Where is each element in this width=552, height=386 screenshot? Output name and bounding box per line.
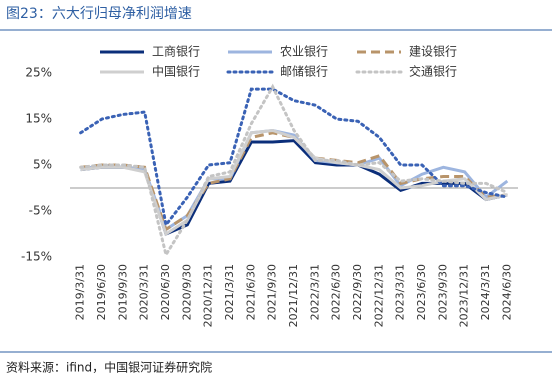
series-line (80, 139, 508, 237)
x-tick-label: 2020/3/31 (138, 264, 151, 320)
x-tick-label: 2022/9/30 (351, 264, 364, 320)
series-line (79, 83, 509, 259)
legend-label: 中国银行 (152, 64, 200, 79)
x-tick-label: 2020/12/31 (202, 264, 215, 327)
x-tick-label: 2021/6/30 (244, 264, 257, 320)
x-tick-label: 2023/9/30 (436, 264, 449, 320)
x-tick-label: 2022/3/31 (308, 264, 321, 320)
x-tick-label: 2020/9/30 (180, 264, 193, 320)
series-line (79, 87, 509, 229)
chart-title: 图23：六大行归母净利润增速 (6, 5, 192, 22)
x-tick-label: 2021/12/31 (287, 264, 300, 327)
x-tick-label: 2023/12/31 (458, 264, 471, 327)
x-tick-label: 2021/3/31 (223, 264, 236, 320)
source-note: 资料来源：ifind，中国银河证券研究院 (6, 360, 212, 375)
x-tick-label: 2022/6/30 (330, 264, 343, 320)
y-tick-label: 25% (25, 66, 52, 80)
x-tick-label: 2023/6/30 (415, 264, 428, 320)
legend-label: 邮储银行 (280, 64, 328, 79)
x-tick-label: 2019/3/31 (74, 264, 87, 320)
legend-label: 工商银行 (152, 44, 200, 59)
x-tick-label: 2019/6/30 (95, 264, 108, 320)
y-tick-label: -15% (21, 250, 52, 264)
x-tick-label: 2024/3/31 (479, 264, 492, 320)
legend-label: 交通银行 (409, 64, 457, 79)
y-tick-label: -5% (29, 204, 52, 218)
x-tick-label: 2022/12/31 (372, 264, 385, 327)
x-tick-label: 2019/9/30 (116, 264, 129, 320)
y-tick-label: 5% (33, 158, 52, 172)
legend-label: 农业银行 (280, 45, 328, 59)
x-tick-label: 2023/3/31 (394, 264, 407, 320)
x-tick-label: 2024/6/30 (500, 264, 513, 320)
legend-label: 建设银行 (409, 45, 457, 59)
x-tick-label: 2020/6/30 (159, 264, 172, 320)
y-tick-label: 15% (25, 112, 52, 126)
x-tick-label: 2021/9/30 (266, 264, 279, 320)
